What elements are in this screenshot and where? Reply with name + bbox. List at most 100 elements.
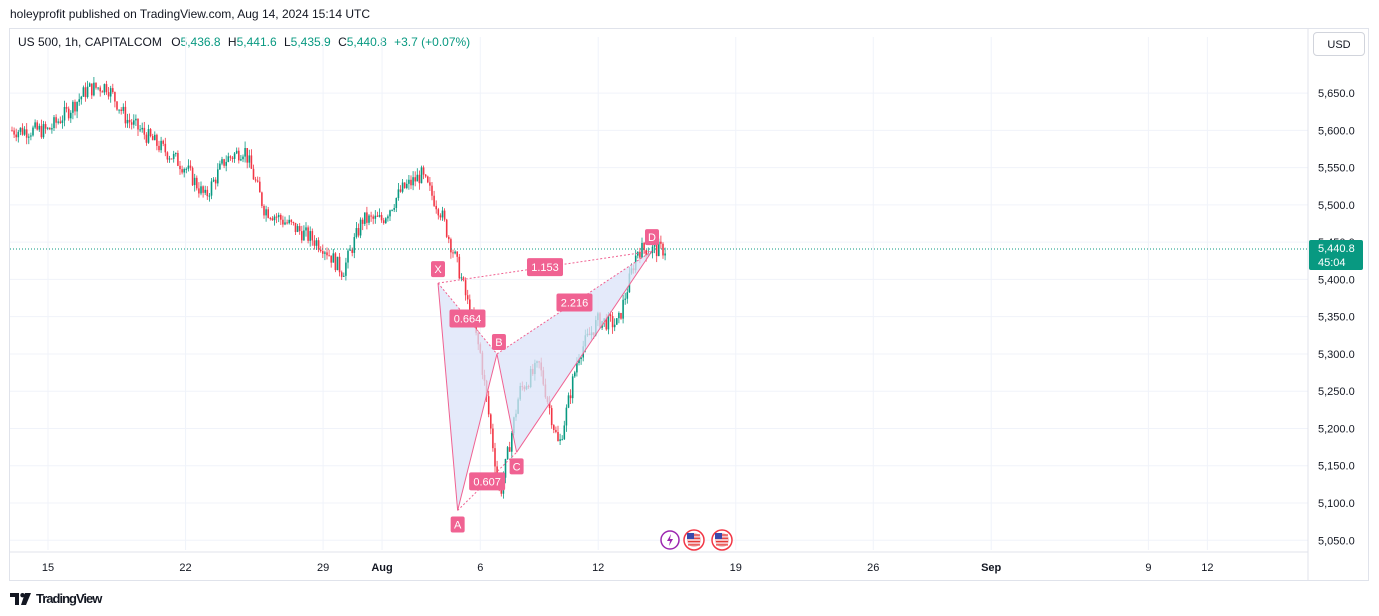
candle-body <box>82 87 85 97</box>
candle-body <box>424 174 427 177</box>
candle-body <box>95 82 97 88</box>
candle-body <box>639 251 641 258</box>
candle-body <box>208 195 211 197</box>
candle-body <box>565 407 568 426</box>
candle-body <box>309 231 311 241</box>
tradingview-logo-icon <box>10 592 31 605</box>
x-tick-label: 22 <box>179 562 191 574</box>
last-price-value: 5,440.8 <box>1318 243 1355 255</box>
pattern-ratio-badge <box>449 309 486 328</box>
candle-body <box>141 127 143 130</box>
y-tick-label: 5,600.0 <box>1318 125 1355 137</box>
candle-body <box>265 209 267 216</box>
candle-body <box>651 246 654 253</box>
y-tick-label: 5,400.0 <box>1318 274 1355 286</box>
candle-body <box>175 153 177 155</box>
candle-body <box>330 255 332 263</box>
pattern-ratio-label: 1.153 <box>531 262 559 274</box>
candle-body <box>506 447 509 459</box>
candle-body <box>364 212 366 224</box>
candle-body <box>34 122 36 128</box>
candle-body <box>244 148 246 157</box>
candle-body <box>324 252 326 254</box>
candle-body <box>261 192 263 206</box>
candle-body <box>567 395 570 408</box>
candle-body <box>416 174 419 182</box>
pattern-triangle-xab <box>438 283 497 511</box>
candle-body <box>78 99 80 102</box>
candle-body <box>238 150 240 161</box>
candle-body <box>563 425 566 440</box>
pattern-point-badge <box>645 229 659 246</box>
candle-body <box>561 439 563 441</box>
symbol-name[interactable]: US 500, 1h, CAPITALCOM <box>18 35 162 49</box>
change-value: +3.7 (+0.07%) <box>394 35 471 49</box>
candle-body <box>311 231 314 241</box>
candle-body <box>156 134 158 146</box>
candle-body <box>437 209 440 216</box>
candle-body <box>88 83 91 87</box>
candle-body <box>571 376 574 399</box>
candle-body <box>626 292 629 299</box>
pattern-leg-xa <box>437 283 459 511</box>
pattern-point-label: D <box>648 232 656 244</box>
candle-body <box>63 107 66 121</box>
candle-body <box>145 134 148 143</box>
candle-body <box>147 129 150 143</box>
candle-body <box>221 159 223 164</box>
candle-body <box>641 242 643 258</box>
candle-body <box>298 226 301 232</box>
candle-body <box>273 216 276 221</box>
candle-body <box>248 155 251 163</box>
candle-body <box>229 156 232 158</box>
candle-body <box>242 156 244 160</box>
tradingview-brand[interactable]: TradingView <box>36 591 102 606</box>
candle-body <box>605 318 608 330</box>
candle-body <box>326 252 328 256</box>
candle-body <box>151 135 154 141</box>
candle-body <box>462 277 465 281</box>
candle-body <box>254 179 257 181</box>
candle-body <box>613 324 616 328</box>
candle-body <box>378 215 381 217</box>
close-label: C <box>338 35 347 49</box>
candle-body <box>212 179 215 182</box>
candle-body <box>393 207 395 210</box>
candle-body <box>391 209 393 211</box>
candle-body <box>223 159 225 166</box>
currency-button[interactable]: USD <box>1313 32 1365 56</box>
candle-body <box>454 251 456 254</box>
open-value: 5,436.8 <box>180 35 221 49</box>
candle-body <box>450 239 452 253</box>
candle-body <box>57 121 59 123</box>
flag-canton <box>687 533 694 539</box>
candle-body <box>179 165 181 170</box>
candle-body <box>256 180 259 182</box>
close-value: 5,440.8 <box>346 35 387 49</box>
candle-body <box>227 156 230 162</box>
candle-body <box>196 177 198 189</box>
candle-body <box>408 179 410 184</box>
candle-body <box>86 86 89 98</box>
candle-body <box>557 432 559 441</box>
pattern-ratio-label: 0.664 <box>454 314 482 326</box>
candle-body <box>101 91 104 93</box>
footer: TradingView <box>10 591 102 606</box>
candle-body <box>160 140 162 151</box>
candle-body <box>49 127 51 130</box>
candle-body <box>418 174 421 184</box>
candle-body <box>46 127 49 129</box>
candle-body <box>660 241 662 244</box>
candle-body <box>103 84 106 93</box>
candle-body <box>332 253 335 263</box>
candle-body <box>172 153 175 159</box>
candle-body <box>202 186 204 193</box>
candle-body <box>191 167 194 186</box>
candle-body <box>385 218 387 224</box>
candle-body <box>61 120 64 124</box>
candle-body <box>246 148 248 163</box>
candle-body <box>28 136 30 138</box>
candle-body <box>616 318 618 325</box>
candle-body <box>576 362 578 373</box>
